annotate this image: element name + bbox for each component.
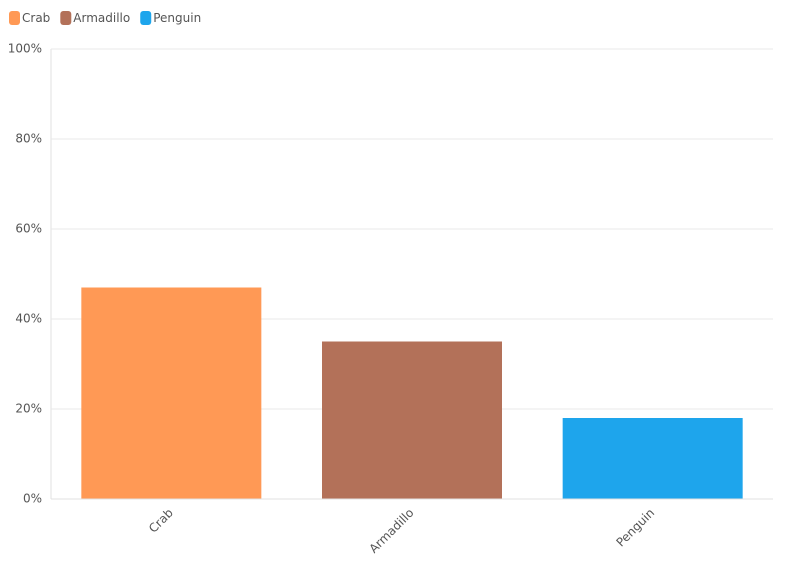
legend-swatch[interactable] [9, 11, 20, 25]
y-tick-label: 80% [15, 132, 42, 146]
legend-label[interactable]: Crab [22, 11, 50, 25]
y-tick-label: 100% [8, 42, 42, 56]
y-tick-label: 40% [15, 312, 42, 326]
legend-swatch[interactable] [140, 11, 152, 25]
legend-swatch[interactable] [60, 11, 72, 25]
legend-label[interactable]: Armadillo [73, 11, 130, 25]
x-tick-label: Crab [146, 506, 176, 536]
x-tick-label: Armadillo [366, 506, 416, 556]
x-tick-label: Penguin [613, 506, 657, 550]
y-tick-label: 60% [15, 222, 42, 236]
legend-label[interactable]: Penguin [153, 11, 201, 25]
bar [322, 341, 502, 499]
bar [81, 287, 262, 499]
y-tick-label: 0% [23, 492, 42, 506]
bar [562, 418, 743, 499]
y-tick-label: 20% [15, 402, 42, 416]
